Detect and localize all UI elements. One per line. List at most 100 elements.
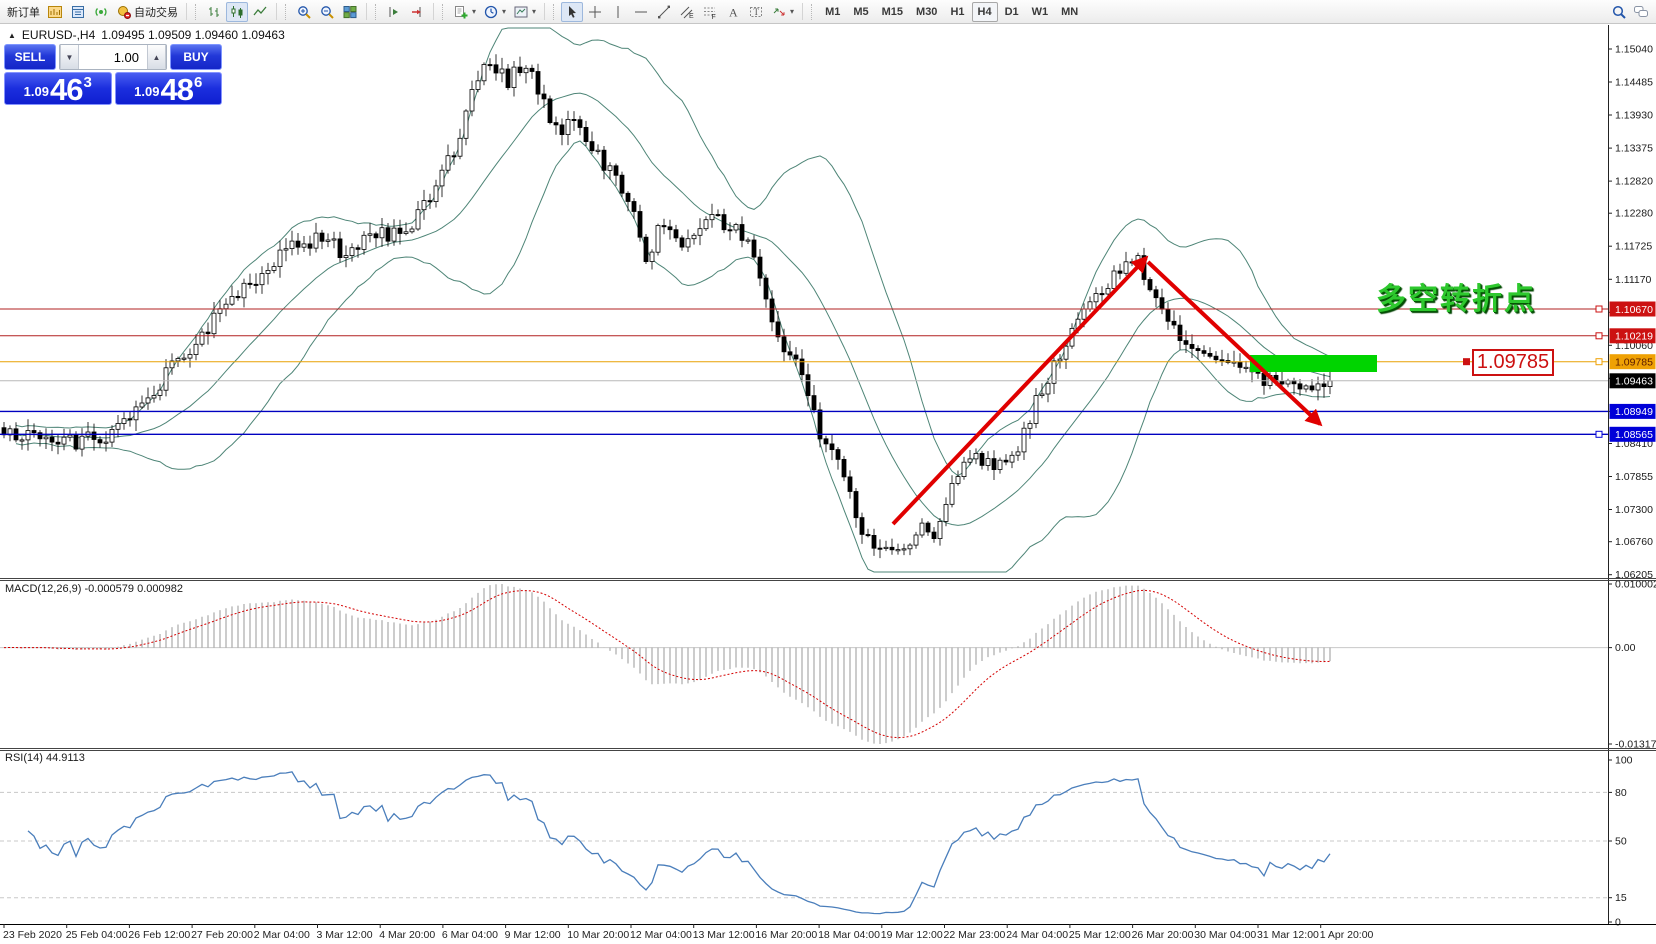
volume-decrease-button[interactable]: ▼ [60,45,79,69]
timeframe-mn[interactable]: MN [1055,2,1084,22]
arrows-button[interactable]: ▾ [768,2,797,22]
time-axis[interactable]: 23 Feb 2020 25 Feb 04:00 26 Feb 12:00 27 Fe… [3,924,1374,941]
sell-price-small: 1.09 [23,84,49,99]
new-order-button[interactable]: 新订单 [4,2,43,22]
auto-scroll-button[interactable] [383,2,405,22]
timeframe-m15-label: M15 [881,5,904,18]
svg-text:18 Mar 04:00: 18 Mar 04:00 [818,929,880,941]
templates-button[interactable]: ▾ [510,2,539,22]
timeframe-w1[interactable]: W1 [1026,2,1055,22]
toolbar-separator [802,3,804,20]
timeframe-d1[interactable]: D1 [999,2,1025,22]
sell-price-display[interactable]: 1.09 46 3 [4,72,112,105]
indicators-button[interactable]: ▾ [450,2,479,22]
svg-text:31 Mar 12:00: 31 Mar 12:00 [1257,929,1319,941]
timeframe-m5[interactable]: M5 [847,2,874,22]
search-button[interactable] [1608,2,1630,22]
timeframe-h1[interactable]: H1 [944,2,970,22]
market-watch-button[interactable] [44,2,66,22]
timeframe-m15[interactable]: M15 [876,2,909,22]
chat-button[interactable] [1630,2,1652,22]
volume-increase-button[interactable]: ▲ [147,45,166,69]
toolbar-grip [285,3,289,20]
timeframe-m5-label: M5 [853,5,869,18]
rsi-label: RSI(14) 44.9113 [5,752,85,764]
annotation-turning-point[interactable]: 多空转折点 [1376,283,1536,316]
svg-text:50: 50 [1615,836,1627,848]
candlestick-button[interactable] [226,1,248,22]
data-window-button[interactable] [67,2,89,22]
svg-text:0: 0 [1615,917,1621,929]
svg-text:1.08565: 1.08565 [1615,429,1653,441]
annotation-price-label[interactable]: 1.09785 [1472,349,1554,376]
crosshair-button[interactable] [584,2,606,22]
bar-chart-button[interactable] [203,2,225,22]
cursor-button[interactable] [561,1,584,22]
chat-icon [1633,4,1649,20]
equidistant-channel-button[interactable]: E [676,2,698,22]
svg-text:1.15040: 1.15040 [1615,44,1653,56]
svg-text:1.07300: 1.07300 [1615,504,1653,516]
fibonacci-button[interactable]: F [699,2,721,22]
down-trend-arrow [1146,260,1323,427]
periods-button[interactable]: ▾ [480,2,509,22]
zoom-out-button[interactable] [316,2,338,22]
line-chart-button[interactable] [249,2,271,22]
svg-text:1 Apr 20:00: 1 Apr 20:00 [1320,929,1374,941]
macd-label: MACD(12,26,9) -0.000579 0.000982 [5,583,183,595]
buy-price-display[interactable]: 1.09 48 6 [114,72,222,105]
svg-text:1.10670: 1.10670 [1615,304,1653,316]
price-badge [1609,354,1656,370]
toolbar: 新订单 自动交易 ▾ ▾ ▾ E F A T ▾ M1 M5 M15 M30 H1 H4 D1 W1 MN [0,0,1656,24]
zoom-in-button[interactable] [293,2,315,22]
timeframe-w1-label: W1 [1031,5,1049,18]
auto-scroll-icon [386,4,402,20]
vertical-line-button[interactable] [607,2,629,22]
sell-price-big: 46 [49,72,83,107]
toolbar-separator [544,3,546,20]
volume-stepper: ▼ 1.00 ▲ [59,44,167,70]
timeframe-m30-label: M30 [916,5,938,18]
pane-separators[interactable] [0,578,1656,925]
sell-button[interactable]: SELL [4,44,56,70]
timeframe-h4[interactable]: H4 [971,1,998,22]
toolbar-grip [375,3,379,20]
svg-text:1.13375: 1.13375 [1615,143,1653,155]
text-label-button[interactable]: T [745,2,767,22]
svg-text:27 Feb 20:00: 27 Feb 20:00 [191,929,253,941]
svg-text:2 Mar 04:00: 2 Mar 04:00 [254,929,310,941]
chart-shift-button[interactable] [406,2,428,22]
candles-layer [1,54,1333,559]
svg-text:0.010002: 0.010002 [1615,579,1656,591]
toolbar-separator [366,3,367,20]
price-axis[interactable]: 1.15040 1.14485 1.13930 1.13375 1.12820 1.122… [1595,25,1656,929]
collapse-icon[interactable]: ▲ [8,30,16,40]
toolbar-grip [195,3,199,20]
svg-text:1.12280: 1.12280 [1615,208,1653,220]
horizontal-level-lines[interactable] [0,308,1608,435]
trendline-button[interactable] [653,2,675,22]
autotrade-button[interactable]: 自动交易 [113,2,181,22]
timeframe-m30[interactable]: M30 [910,2,943,22]
periods-icon [483,4,499,20]
signals-button[interactable] [90,2,112,22]
drawn-annotations[interactable] [891,255,1470,526]
svg-text:25 Mar 12:00: 25 Mar 12:00 [1069,929,1131,941]
toolbar-right-group [1608,2,1652,22]
dropdown-caret-icon: ▾ [790,7,795,16]
buy-button[interactable]: BUY [170,44,222,70]
new-order-button-label: 新订单 [7,6,40,19]
svg-text:23 Feb 2020: 23 Feb 2020 [3,929,62,941]
timeframe-m1[interactable]: M1 [819,2,846,22]
svg-text:0.00: 0.00 [1615,642,1636,654]
horizontal-line-button[interactable] [630,2,652,22]
svg-text:26 Feb 12:00: 26 Feb 12:00 [128,929,190,941]
svg-text:1.09785: 1.09785 [1615,357,1653,369]
text-button[interactable]: A [722,2,744,22]
volume-field[interactable]: 1.00 [113,49,139,65]
tile-windows-button[interactable] [339,2,361,22]
rsi-pane [0,771,1608,915]
one-click-trading-panel: SELL ▼ 1.00 ▲ BUY 1.09 46 3 1.09 48 6 [4,44,222,105]
svg-text:1.09463: 1.09463 [1615,376,1653,388]
